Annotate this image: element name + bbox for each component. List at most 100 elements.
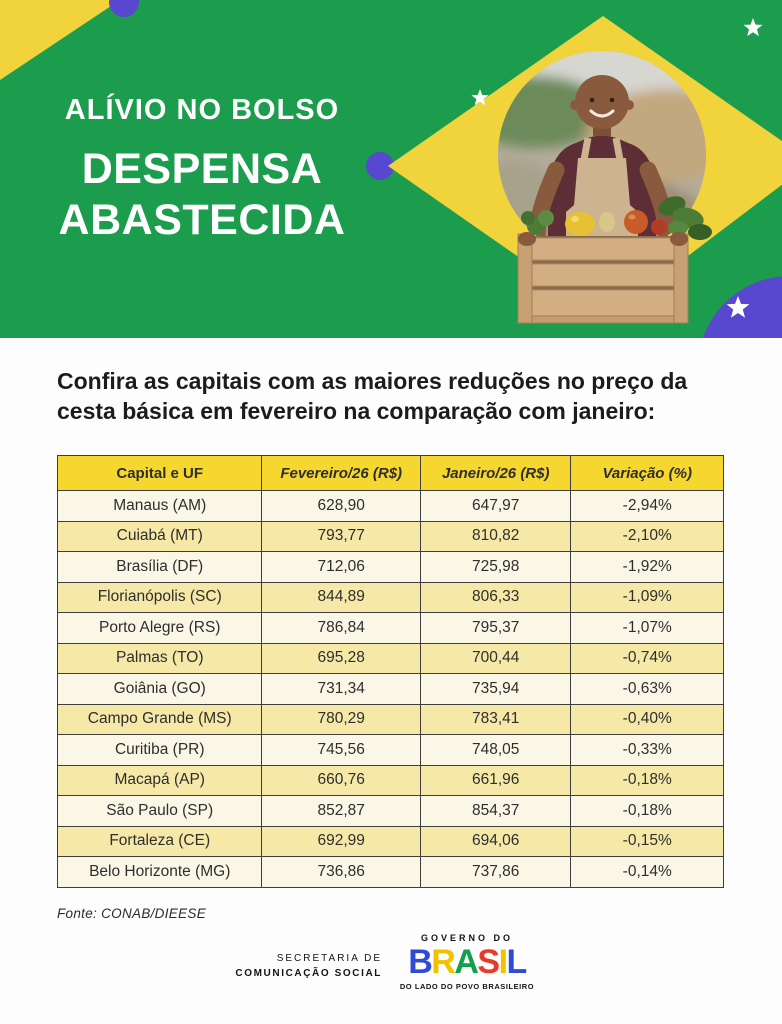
brasil-logo-letter: B bbox=[408, 943, 433, 981]
col-header-janeiro: Janeiro/26 (R$) bbox=[419, 455, 572, 491]
capital-cell: Cuiabá (MT) bbox=[56, 520, 263, 552]
table-row: São Paulo (SP) 852,87 854,37 -0,18% bbox=[56, 795, 724, 827]
value-cell: -0,33% bbox=[570, 734, 724, 766]
value-cell: -0,18% bbox=[570, 764, 724, 796]
capital-cell: Fortaleza (CE) bbox=[56, 825, 263, 857]
value-cell: 844,89 bbox=[261, 581, 421, 613]
value-cell: -0,15% bbox=[570, 825, 724, 857]
brasil-logo-letter: S bbox=[477, 943, 500, 981]
value-cell: 712,06 bbox=[261, 551, 421, 583]
col-header-variacao: Variação (%) bbox=[570, 455, 724, 491]
capital-cell: Florianópolis (SC) bbox=[56, 581, 263, 613]
brasil-logo: BRASIL bbox=[399, 944, 535, 980]
page-title-line2: ABASTECIDA bbox=[58, 196, 346, 244]
table-row: Campo Grande (MS) 780,29 783,41 -0,40% bbox=[56, 703, 724, 735]
capital-cell: Porto Alegre (RS) bbox=[56, 612, 263, 644]
table-row: Goiânia (GO) 731,34 735,94 -0,63% bbox=[56, 673, 724, 705]
value-cell: 793,77 bbox=[261, 520, 421, 552]
brasil-logo-letter: R bbox=[431, 943, 456, 981]
capital-cell: Curitiba (PR) bbox=[56, 734, 263, 766]
value-cell: 660,76 bbox=[261, 764, 421, 796]
table-row: Belo Horizonte (MG) 736,86 737,86 -0,14% bbox=[56, 856, 724, 888]
value-cell: 695,28 bbox=[261, 642, 421, 674]
purple-dot-left bbox=[366, 152, 394, 180]
value-cell: -2,10% bbox=[570, 520, 724, 552]
star-icon bbox=[743, 18, 763, 37]
intro-line1: Confira as capitais com as maiores reduç… bbox=[57, 368, 688, 394]
table-row: Fortaleza (CE) 692,99 694,06 -0,15% bbox=[56, 825, 724, 857]
corner-triangle-shape bbox=[0, 0, 120, 80]
value-cell: -0,74% bbox=[570, 642, 724, 674]
capital-cell: Manaus (AM) bbox=[56, 490, 263, 522]
value-cell: 737,86 bbox=[419, 856, 572, 888]
capital-cell: Belo Horizonte (MG) bbox=[56, 856, 263, 888]
intro-line2: cesta básica em fevereiro na comparação … bbox=[57, 398, 656, 424]
table-row: Florianópolis (SC) 844,89 806,33 -1,09% bbox=[56, 581, 724, 613]
value-cell: 806,33 bbox=[419, 581, 572, 613]
value-cell: 736,86 bbox=[261, 856, 421, 888]
capital-cell: Palmas (TO) bbox=[56, 642, 263, 674]
value-cell: -1,09% bbox=[570, 581, 724, 613]
table-row: Cuiabá (MT) 793,77 810,82 -2,10% bbox=[56, 520, 724, 552]
gov-logo-slogan: DO LADO DO POVO BRASILEIRO bbox=[399, 982, 535, 991]
value-cell: 854,37 bbox=[419, 795, 572, 827]
brasil-logo-letter: A bbox=[454, 943, 479, 981]
value-cell: -2,94% bbox=[570, 490, 724, 522]
secom-wordmark: SECRETARIA DE COMUNICAÇÃO SOCIAL bbox=[210, 953, 382, 979]
source-note: Fonte: CONAB/DIEESE bbox=[57, 906, 206, 921]
star-icon bbox=[471, 89, 489, 106]
table-row: Palmas (TO) 695,28 700,44 -0,74% bbox=[56, 642, 724, 674]
price-table: Capital e UF Fevereiro/26 (R$) Janeiro/2… bbox=[56, 455, 724, 888]
value-cell: -1,07% bbox=[570, 612, 724, 644]
header-text-block: ALÍVIO NO BOLSO DESPENSA ABASTECIDA bbox=[28, 94, 376, 246]
value-cell: 725,98 bbox=[419, 551, 572, 583]
value-cell: -0,18% bbox=[570, 795, 724, 827]
brasil-logo-letter: L bbox=[506, 943, 528, 981]
value-cell: 852,87 bbox=[261, 795, 421, 827]
brasil-logo-letter: I bbox=[498, 943, 508, 981]
page-title-line1: DESPENSA bbox=[81, 145, 323, 193]
table-row: Macapá (AP) 660,76 661,96 -0,18% bbox=[56, 764, 724, 796]
capital-cell: Brasília (DF) bbox=[56, 551, 263, 583]
value-cell: -1,92% bbox=[570, 551, 724, 583]
value-cell: 780,29 bbox=[261, 703, 421, 735]
secom-line1: SECRETARIA DE bbox=[276, 953, 382, 964]
star-icon bbox=[726, 296, 750, 318]
intro-text: Confira as capitais com as maiores reduç… bbox=[57, 366, 747, 426]
value-cell: -0,14% bbox=[570, 856, 724, 888]
value-cell: 700,44 bbox=[419, 642, 572, 674]
table-row: Porto Alegre (RS) 786,84 795,37 -1,07% bbox=[56, 612, 724, 644]
col-header-fevereiro: Fevereiro/26 (R$) bbox=[261, 455, 421, 491]
value-cell: 647,97 bbox=[419, 490, 572, 522]
value-cell: 810,82 bbox=[419, 520, 572, 552]
col-header-capital: Capital e UF bbox=[56, 455, 263, 491]
table-row: Curitiba (PR) 745,56 748,05 -0,33% bbox=[56, 734, 724, 766]
capital-cell: Macapá (AP) bbox=[56, 764, 263, 796]
table-body: Manaus (AM) 628,90 647,97 -2,94% Cuiabá (MT)… bbox=[56, 490, 724, 888]
table-row: Brasília (DF) 712,06 725,98 -1,92% bbox=[56, 551, 724, 583]
value-cell: 783,41 bbox=[419, 703, 572, 735]
capital-cell: Campo Grande (MS) bbox=[56, 703, 263, 735]
value-cell: 786,84 bbox=[261, 612, 421, 644]
header-illustration bbox=[0, 0, 782, 338]
value-cell: 694,06 bbox=[419, 825, 572, 857]
gov-logo-top-text: GOVERNO DO bbox=[420, 933, 513, 943]
purple-dot-top bbox=[109, 0, 139, 17]
value-cell: 748,05 bbox=[419, 734, 572, 766]
value-cell: 731,34 bbox=[261, 673, 421, 705]
value-cell: 692,99 bbox=[261, 825, 421, 857]
value-cell: -0,63% bbox=[570, 673, 724, 705]
value-cell: 661,96 bbox=[419, 764, 572, 796]
greens-bunch bbox=[658, 196, 712, 240]
governo-do-brasil-logo: GOVERNO DO BRASIL DO LADO DO POVO BRASIL… bbox=[399, 933, 535, 991]
header-banner: ALÍVIO NO BOLSO DESPENSA ABASTECIDA bbox=[0, 0, 782, 338]
value-cell: 735,94 bbox=[419, 673, 572, 705]
table-row: Manaus (AM) 628,90 647,97 -2,94% bbox=[56, 490, 724, 522]
value-cell: 795,37 bbox=[419, 612, 572, 644]
page-title: DESPENSA ABASTECIDA bbox=[28, 144, 376, 246]
value-cell: -0,40% bbox=[570, 703, 724, 735]
capital-cell: São Paulo (SP) bbox=[56, 795, 263, 827]
value-cell: 628,90 bbox=[261, 490, 421, 522]
capital-cell: Goiânia (GO) bbox=[56, 673, 263, 705]
value-cell: 745,56 bbox=[261, 734, 421, 766]
